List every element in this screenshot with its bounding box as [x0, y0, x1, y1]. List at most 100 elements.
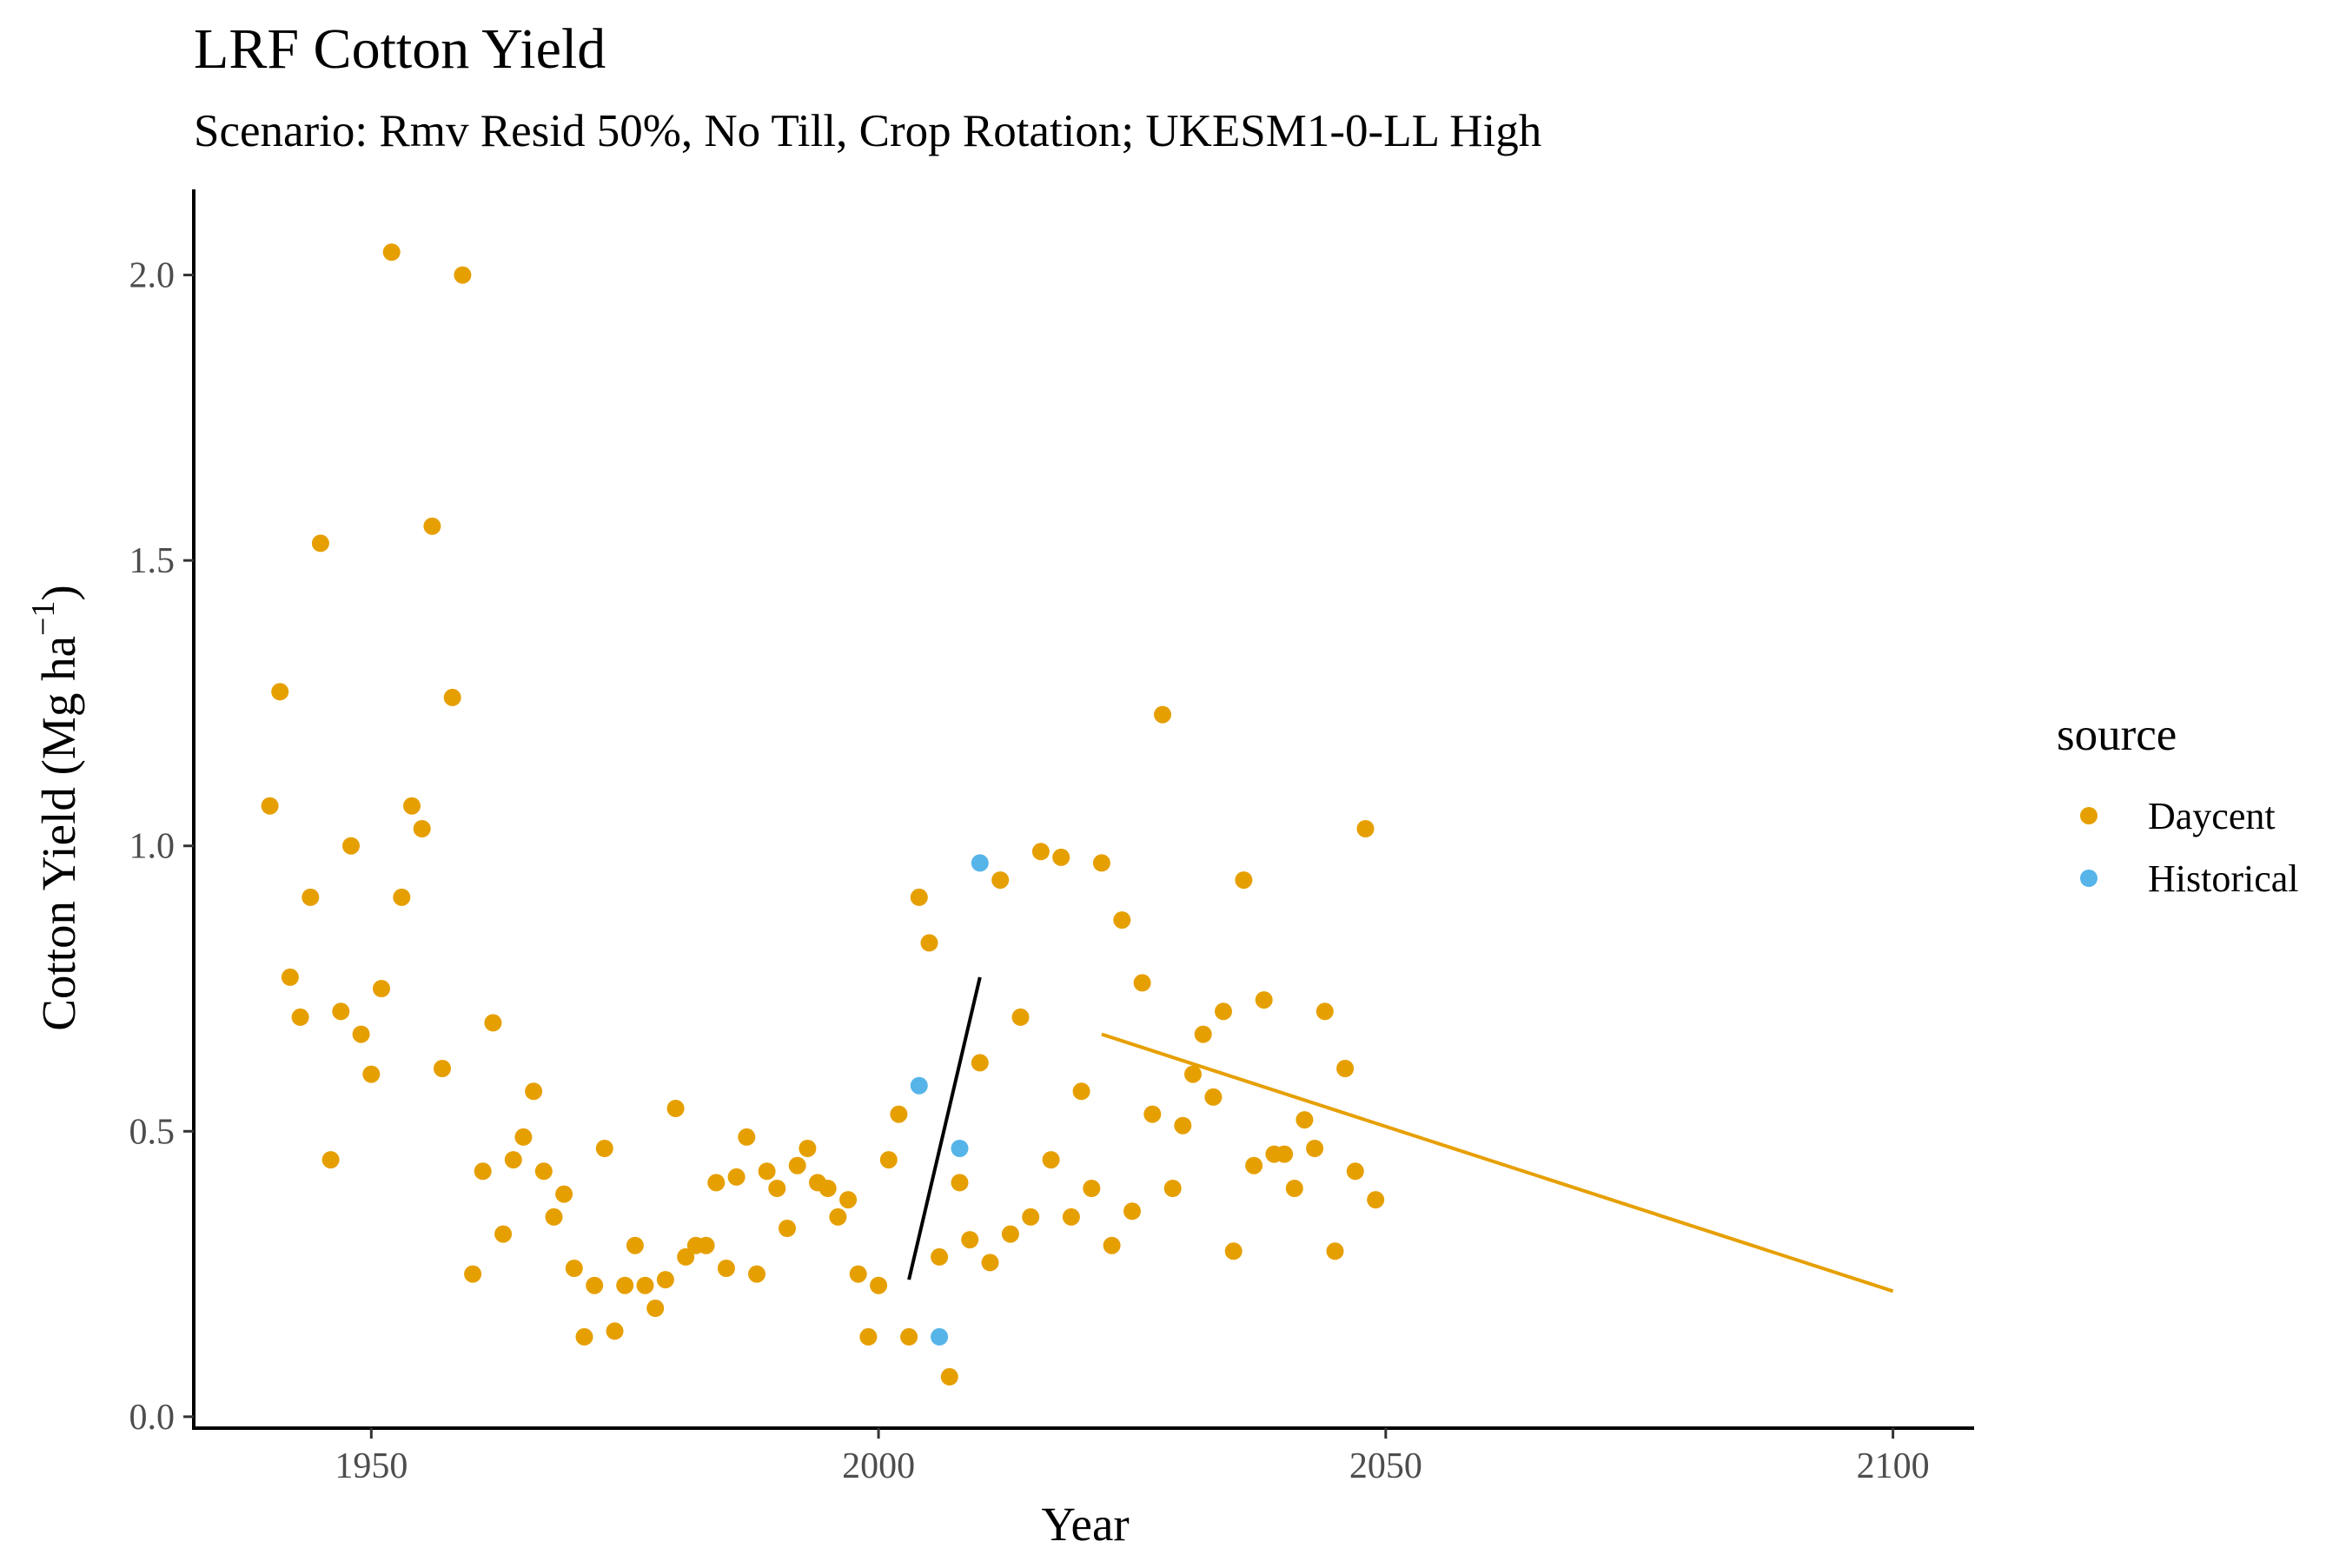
daycent-point [555, 1185, 573, 1203]
daycent-point [464, 1265, 482, 1283]
legend-key-historical [2080, 870, 2097, 887]
daycent-point [1113, 911, 1131, 930]
daycent-point [971, 1054, 989, 1072]
daycent-point [373, 980, 390, 997]
daycent-point [1285, 1180, 1303, 1197]
daycent-point [362, 1065, 381, 1083]
y-tick-label: 0.0 [129, 1398, 176, 1438]
daycent-point [717, 1260, 735, 1277]
daycent-point [1336, 1060, 1355, 1077]
daycent-point [1133, 974, 1151, 992]
chart-subtitle: Scenario: Rmv Resid 50%, No Till, Crop R… [194, 106, 1541, 156]
daycent-point [697, 1236, 715, 1254]
daycent-point [961, 1231, 979, 1249]
daycent-point [1315, 1002, 1334, 1021]
daycent-point [1224, 1242, 1243, 1260]
daycent-point [342, 837, 360, 855]
daycent-point [443, 688, 461, 706]
daycent-point [758, 1162, 776, 1181]
y-tick-label: 1.0 [129, 827, 176, 867]
daycent-point [302, 888, 320, 906]
daycent-point [382, 243, 401, 261]
daycent-point [738, 1128, 756, 1146]
y-axis-ticks: 0.0 0.5 1.0 1.5 2.0 [129, 256, 194, 1438]
historical-point [931, 1327, 949, 1346]
daycent-point [727, 1168, 746, 1186]
daycent-point [484, 1014, 502, 1032]
daycent-point [931, 1247, 949, 1266]
daycent-point [1215, 1002, 1232, 1021]
daycent-point [1052, 848, 1070, 866]
daycent-point [393, 888, 411, 906]
daycent-point [859, 1327, 878, 1346]
daycent-point [626, 1236, 644, 1254]
y-tick-label: 0.5 [129, 1112, 176, 1152]
daycent-point [1296, 1111, 1314, 1129]
daycent-trend-line [1101, 1032, 1894, 1293]
daycent-point [504, 1151, 522, 1169]
daycent-point [656, 1271, 674, 1289]
x-axis-title: Year [1041, 1498, 1129, 1551]
daycent-point [494, 1225, 513, 1243]
daycent-point [879, 1151, 898, 1169]
daycent-point [890, 1105, 908, 1123]
chart-title: LRF Cotton Yield [194, 17, 606, 81]
daycent-point [352, 1025, 370, 1043]
daycent-point [940, 1367, 958, 1386]
daycent-point [1011, 1008, 1030, 1026]
y-axis-title: Cotton Yield (Mg ha−1) [25, 585, 85, 1031]
daycent-point [525, 1082, 543, 1101]
daycent-point [839, 1191, 858, 1209]
historical-point [971, 854, 989, 872]
x-tick-label: 1950 [335, 1446, 408, 1486]
daycent-point [423, 517, 441, 535]
daycent-point [1103, 1236, 1121, 1254]
daycent-point [545, 1207, 563, 1226]
daycent-point [271, 683, 289, 701]
y-axis-title-close: ) [32, 585, 85, 600]
daycent-point [1154, 705, 1171, 724]
x-tick-label: 2000 [842, 1446, 915, 1486]
daycent-point [1245, 1156, 1263, 1174]
daycent-point [534, 1162, 553, 1181]
x-tick-label: 2100 [1857, 1446, 1930, 1486]
daycent-point [1194, 1025, 1212, 1043]
daycent-point [1062, 1207, 1080, 1226]
daycent-point [870, 1276, 888, 1294]
daycent-point [981, 1254, 999, 1272]
legend-label-historical: Historical [2148, 857, 2299, 900]
daycent-point [1072, 1082, 1090, 1101]
daycent-point [311, 534, 329, 552]
legend-key-daycent [2080, 807, 2097, 824]
daycent-point [991, 871, 1010, 890]
daycent-point [474, 1162, 492, 1181]
daycent-point [332, 1002, 350, 1021]
historical-point [910, 1076, 928, 1095]
daycent-point [799, 1140, 817, 1157]
daycent-point [900, 1327, 918, 1346]
daycent-point [413, 820, 431, 837]
daycent-point [514, 1128, 533, 1146]
y-tick-label: 1.5 [129, 541, 176, 581]
daycent-point [910, 888, 928, 906]
daycent-point [1022, 1207, 1040, 1226]
daycent-point [1346, 1162, 1364, 1181]
legend-title: source [2057, 710, 2177, 760]
daycent-point [606, 1322, 624, 1340]
daycent-point [1204, 1088, 1223, 1106]
daycent-point [565, 1260, 583, 1277]
daycent-point [707, 1174, 726, 1192]
daycent-point [677, 1247, 695, 1266]
daycent-point [829, 1207, 847, 1226]
daycent-point [768, 1180, 786, 1197]
daycent-point [1184, 1065, 1202, 1083]
daycent-point [646, 1300, 665, 1317]
daycent-point [434, 1060, 451, 1077]
daycent-point [1031, 843, 1050, 861]
y-tick-label: 2.0 [129, 256, 176, 296]
daycent-point [1356, 820, 1375, 837]
daycent-point [595, 1140, 613, 1157]
daycent-point [1255, 991, 1273, 1009]
